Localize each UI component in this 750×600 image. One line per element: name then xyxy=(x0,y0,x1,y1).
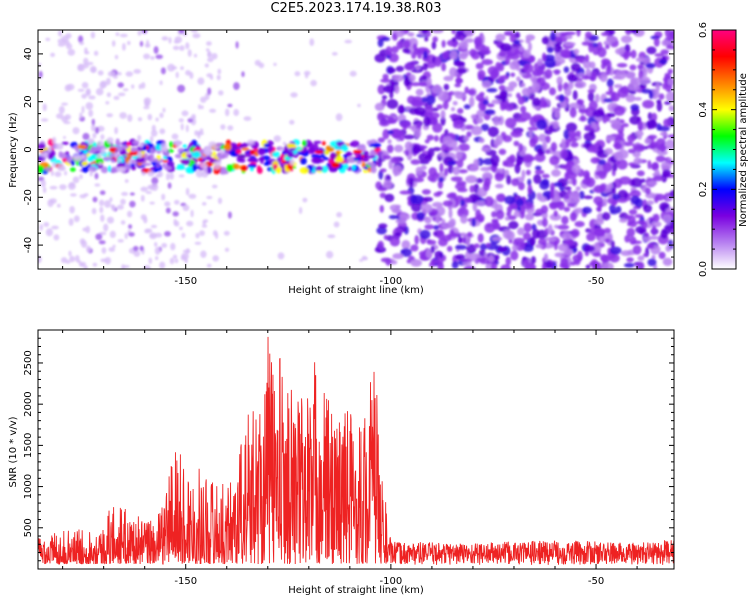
spectrogram-x-tick-label: -150 xyxy=(174,276,197,287)
snr-x-tick-label: -100 xyxy=(380,576,403,587)
colorbar-tick-label: 0.4 xyxy=(698,102,709,118)
snr-x-tick-label: -50 xyxy=(588,576,604,587)
spectrogram-y-tick-label: 40 xyxy=(23,48,34,61)
snr-panel: -150 -100 -50 500 1000 1500 2000 2500 Height of… xyxy=(8,329,675,596)
spectrogram-y-tick-label: 20 xyxy=(23,95,34,108)
spectrogram-x-tick-label: -100 xyxy=(380,276,403,287)
snr-x-axis-label: Height of straight line (km) xyxy=(288,585,424,596)
snr-y-tick-label: 500 xyxy=(23,518,34,537)
snr-x-tick-label: -150 xyxy=(174,576,197,587)
snr-y-tick-label: 1500 xyxy=(23,433,34,458)
snr-y-tick-label: 2000 xyxy=(23,391,34,416)
colorbar-tick-label: 0.0 xyxy=(698,261,709,277)
spectrogram-y-tick-label: 0 xyxy=(23,146,34,152)
snr-y-tick-label: 2500 xyxy=(23,350,34,375)
snr-y-axis-label: SNR (10 * v/v) xyxy=(8,416,19,487)
spectrogram-panel: -150 -100 -50 -40 -20 0 20 40 Height of straigh… xyxy=(8,29,675,296)
colorbar-label: Normalized spectral amplitude xyxy=(738,73,749,227)
spectrogram-y-tick-label: -20 xyxy=(23,189,34,205)
colorbar-tick-label: 0.2 xyxy=(698,181,709,197)
spectrogram-x-tick-label: -50 xyxy=(588,276,604,287)
snr-series-line xyxy=(38,336,674,565)
spectrogram-y-axis-label: Frequency (Hz) xyxy=(8,112,19,188)
spectrogram-y-tick-label: -40 xyxy=(23,237,34,253)
figure-title: C2E5.2023.174.19.38.R03 xyxy=(270,1,442,16)
colorbar: 0.0 0.2 0.4 0.6 Normalized spectral amplitu… xyxy=(698,22,749,277)
spectrogram-x-axis-label: Height of straight line (km) xyxy=(288,285,424,296)
snr-frame xyxy=(37,329,675,570)
colorbar-tick-label: 0.6 xyxy=(698,22,709,38)
snr-y-tick-label: 1000 xyxy=(23,474,34,499)
